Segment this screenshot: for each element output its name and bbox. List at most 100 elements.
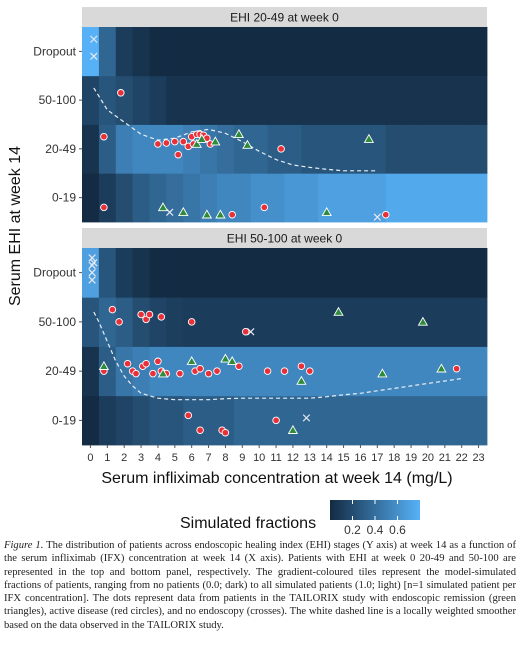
heatmap-tile [419, 124, 437, 174]
heatmap-tile [419, 248, 437, 298]
heatmap-tile [267, 297, 285, 347]
figure-caption: Figure 1. The distribution of patients a… [4, 539, 516, 632]
heatmap-tile [284, 75, 302, 125]
heatmap-tile [385, 346, 404, 397]
active-disease-circle [204, 369, 213, 378]
heatmap-tile [98, 124, 117, 174]
heatmap-tile [368, 173, 387, 223]
heatmap-tile [335, 124, 353, 174]
y-tick-label: 50-100 [39, 315, 77, 329]
active-disease-circle [297, 362, 306, 370]
heatmap-tile [436, 75, 454, 125]
heatmap-tile [436, 27, 454, 77]
x-tick-label: 4 [155, 452, 161, 464]
heatmap-tile [402, 346, 420, 397]
heatmap-tile [419, 173, 437, 223]
heatmap-tile [217, 124, 235, 174]
heatmap-tile [385, 395, 404, 446]
heatmap-tile [250, 27, 269, 77]
heatmap-tile [284, 173, 302, 223]
heatmap-tile [453, 248, 471, 298]
active-disease-circle [176, 369, 184, 378]
heatmap-tile [318, 124, 336, 174]
x-axis-title: Serum infliximab concentration at week 1… [101, 470, 452, 487]
legend-tick-label: 0.4 [367, 523, 384, 536]
no-endoscopy-cross [90, 52, 98, 60]
heatmap-tile [82, 75, 100, 125]
heatmap-tile [335, 27, 353, 77]
panel-1-smoother [93, 87, 378, 172]
active-disease-circle [108, 305, 117, 314]
heatmap-tile [217, 248, 235, 298]
heatmap-tile [385, 124, 404, 174]
x-tick-label: 6 [189, 452, 195, 464]
x-tick-label: 1 [104, 452, 110, 464]
heatmap-tile [200, 75, 218, 125]
heatmap-tile [284, 124, 302, 174]
heatmap-tile [149, 27, 167, 77]
remission-triangle [377, 368, 388, 378]
active-disease-circle [277, 145, 285, 153]
heatmap-tile [233, 395, 252, 446]
active-disease-circle [154, 140, 162, 148]
heatmap-tile [115, 173, 134, 223]
heatmap-tile [267, 346, 285, 397]
active-disease-circle [306, 367, 314, 375]
panel-2-tiles [82, 248, 488, 446]
heatmap-tile [284, 395, 302, 446]
heatmap-tile [335, 173, 353, 223]
x-tick-label: 7 [206, 452, 212, 464]
remission-triangle [363, 133, 375, 143]
active-disease-circle [115, 318, 123, 326]
heatmap-tile [335, 248, 353, 298]
heatmap-tile [200, 173, 218, 223]
no-endoscopy-cross [88, 254, 96, 262]
legend-tick-label: 0.6 [389, 523, 406, 536]
heatmap-tile [318, 27, 336, 77]
y-tick-label: 50-100 [39, 93, 77, 107]
heatmap-tile [132, 297, 150, 347]
no-endoscopy-cross [166, 208, 174, 216]
active-disease-circle [174, 150, 182, 159]
loess-smoother-line [93, 87, 378, 172]
heatmap-tile [233, 27, 252, 77]
heatmap-tile [98, 297, 117, 347]
heatmap-tile [115, 297, 134, 347]
heatmap-tile [453, 124, 471, 174]
heatmap-tile [368, 346, 387, 397]
heatmap-tile [419, 27, 437, 77]
active-disease-circle [157, 313, 166, 321]
heatmap-tile [385, 75, 404, 125]
remission-triangle [186, 355, 197, 366]
x-tick-label: 10 [253, 452, 265, 464]
heatmap-tile [335, 297, 353, 347]
heatmap-tile [352, 27, 370, 77]
x-tick-label: 22 [456, 452, 468, 464]
remission-triangle [98, 360, 110, 370]
heatmap-tile [183, 173, 201, 223]
active-disease-circle [196, 426, 204, 434]
x-tick-label: 12 [287, 452, 299, 464]
heatmap-tile [436, 248, 454, 298]
active-disease-circle [263, 367, 272, 375]
active-disease-circle [100, 132, 108, 141]
x-tick-label: 21 [439, 452, 451, 464]
active-disease-circle [280, 367, 289, 375]
heatmap-tile [436, 124, 454, 174]
heatmap-tile [402, 75, 420, 125]
heatmap-tile [318, 248, 336, 298]
heatmap-tile [301, 27, 319, 77]
heatmap-tile [115, 27, 134, 77]
active-disease-circle [162, 139, 171, 147]
heatmap-tile [470, 395, 488, 446]
heatmap-tile [402, 27, 420, 77]
x-tick-label: 16 [354, 452, 366, 464]
heatmap-tile [115, 124, 134, 174]
remission-triangle [321, 206, 332, 217]
heatmap-tile [402, 124, 420, 174]
x-tick-label: 23 [472, 452, 484, 464]
heatmap-tile [436, 173, 454, 223]
active-disease-circle [228, 210, 236, 219]
heatmap-tile [82, 27, 100, 77]
heatmap-tile [402, 297, 420, 347]
